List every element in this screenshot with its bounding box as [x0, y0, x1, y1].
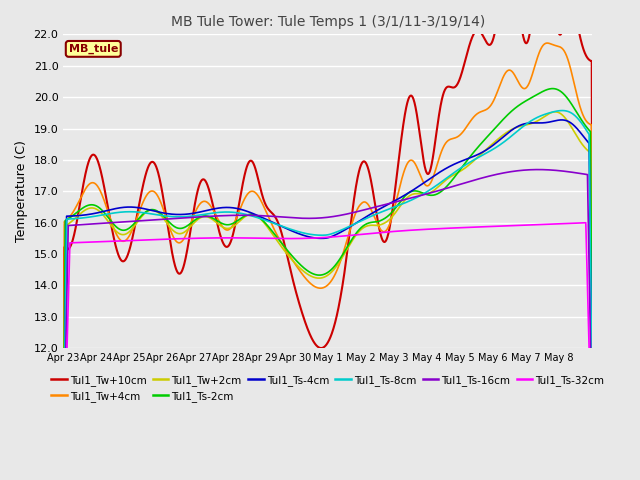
Tul1_Ts-4cm — [330, 233, 338, 239]
Tul1_Ts-2cm — [60, 470, 67, 476]
Tul1_Ts-16cm — [60, 472, 67, 478]
Tul1_Ts-2cm — [554, 87, 562, 93]
Tul1_Ts-4cm — [554, 117, 562, 123]
Line: Tul1_Ts-4cm: Tul1_Ts-4cm — [63, 120, 592, 470]
Line: Tul1_Tw+2cm: Tul1_Tw+2cm — [63, 112, 592, 476]
Tul1_Tw+2cm — [69, 217, 77, 223]
Tul1_Tw+4cm — [60, 471, 67, 477]
Tul1_Ts-8cm — [69, 216, 77, 222]
Tul1_Tw+10cm — [69, 235, 77, 241]
Title: MB Tule Tower: Tule Temps 1 (3/1/11-3/19/14): MB Tule Tower: Tule Temps 1 (3/1/11-3/19… — [171, 15, 485, 29]
Legend: Tul1_Tw+10cm, Tul1_Tw+4cm, Tul1_Tw+2cm, Tul1_Ts-2cm, Tul1_Ts-4cm, Tul1_Ts-8cm, T: Tul1_Tw+10cm, Tul1_Tw+4cm, Tul1_Tw+2cm, … — [47, 371, 609, 406]
Tul1_Ts-2cm — [424, 192, 431, 198]
Tul1_Tw+2cm — [551, 109, 559, 115]
Tul1_Tw+4cm — [554, 43, 562, 49]
Line: Tul1_Ts-8cm: Tul1_Ts-8cm — [63, 110, 592, 472]
Line: Tul1_Tw+10cm: Tul1_Tw+10cm — [63, 0, 592, 480]
Tul1_Tw+10cm — [298, 311, 306, 317]
Line: Tul1_Ts-16cm: Tul1_Ts-16cm — [63, 169, 592, 475]
Tul1_Ts-32cm — [554, 221, 562, 227]
Tul1_Ts-32cm — [154, 237, 162, 242]
Tul1_Ts-32cm — [424, 227, 431, 232]
Tul1_Ts-8cm — [330, 230, 338, 236]
Tul1_Ts-32cm — [69, 240, 77, 246]
Tul1_Ts-32cm — [588, 458, 596, 464]
Tul1_Ts-16cm — [69, 222, 77, 228]
Line: Tul1_Tw+4cm: Tul1_Tw+4cm — [63, 43, 592, 474]
Tul1_Ts-4cm — [558, 117, 566, 123]
Tul1_Tw+2cm — [424, 191, 431, 196]
Tul1_Tw+2cm — [554, 109, 562, 115]
Tul1_Ts-8cm — [298, 230, 306, 236]
Tul1_Tw+10cm — [554, 29, 562, 35]
Tul1_Tw+10cm — [154, 169, 162, 175]
Tul1_Ts-16cm — [588, 429, 596, 434]
Text: MB_tule: MB_tule — [68, 44, 118, 54]
Tul1_Ts-2cm — [298, 264, 306, 269]
Tul1_Ts-16cm — [154, 216, 162, 222]
Line: Tul1_Ts-32cm: Tul1_Ts-32cm — [63, 223, 592, 480]
Tul1_Tw+4cm — [424, 183, 431, 189]
Tul1_Ts-32cm — [298, 236, 306, 241]
Tul1_Ts-8cm — [424, 188, 431, 194]
Tul1_Tw+10cm — [330, 324, 338, 330]
Tul1_Ts-4cm — [424, 177, 431, 183]
Tul1_Tw+4cm — [298, 271, 306, 277]
Tul1_Tw+2cm — [154, 210, 162, 216]
Tul1_Ts-16cm — [424, 191, 431, 196]
Tul1_Ts-4cm — [154, 209, 162, 215]
Tul1_Ts-2cm — [588, 376, 596, 382]
Tul1_Ts-2cm — [330, 264, 338, 270]
Tul1_Tw+2cm — [298, 267, 306, 273]
Tul1_Ts-32cm — [330, 234, 338, 240]
Tul1_Ts-8cm — [554, 108, 562, 114]
Tul1_Tw+2cm — [330, 267, 338, 273]
Tul1_Ts-8cm — [60, 469, 67, 475]
Tul1_Ts-16cm — [330, 214, 338, 219]
Tul1_Ts-4cm — [298, 232, 306, 238]
Tul1_Tw+10cm — [424, 171, 431, 177]
Tul1_Tw+4cm — [330, 274, 338, 280]
Tul1_Tw+4cm — [154, 193, 162, 199]
Tul1_Ts-16cm — [554, 168, 562, 173]
Tul1_Tw+4cm — [69, 209, 77, 215]
Tul1_Ts-8cm — [154, 212, 162, 218]
Tul1_Ts-16cm — [534, 167, 542, 172]
Tul1_Ts-4cm — [588, 403, 596, 409]
Tul1_Ts-16cm — [298, 216, 306, 221]
Tul1_Tw+2cm — [60, 473, 67, 479]
Tul1_Ts-2cm — [549, 86, 557, 92]
Line: Tul1_Ts-2cm: Tul1_Ts-2cm — [63, 89, 592, 473]
Tul1_Ts-2cm — [154, 208, 162, 214]
Tul1_Tw+2cm — [588, 388, 596, 394]
Tul1_Ts-2cm — [69, 212, 77, 218]
Tul1_Ts-8cm — [588, 398, 596, 404]
Tul1_Ts-4cm — [69, 213, 77, 219]
Y-axis label: Temperature (C): Temperature (C) — [15, 140, 28, 242]
Tul1_Tw+10cm — [588, 224, 596, 230]
Tul1_Ts-8cm — [559, 108, 566, 113]
Tul1_Tw+4cm — [543, 40, 551, 46]
Tul1_Ts-32cm — [582, 220, 589, 226]
Tul1_Tw+4cm — [588, 322, 596, 328]
Tul1_Ts-4cm — [60, 468, 67, 473]
